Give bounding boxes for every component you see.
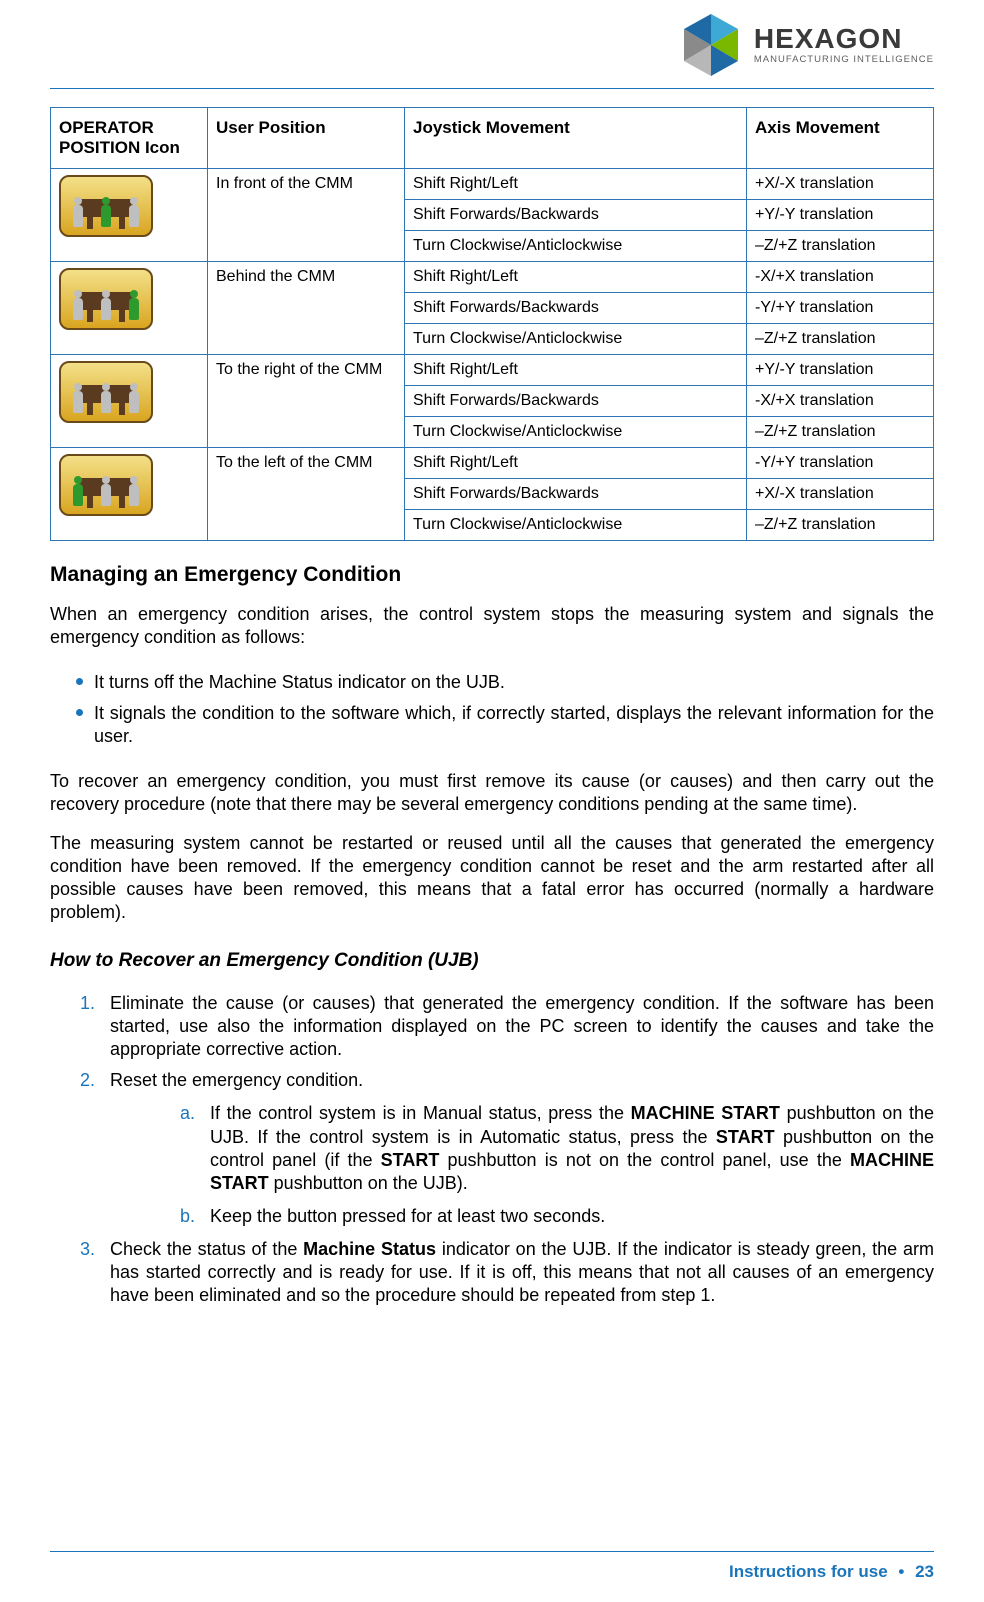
bullet-list: It turns off the Machine Status indicato… bbox=[50, 663, 934, 756]
section-title: Managing an Emergency Condition bbox=[50, 563, 934, 587]
operator-icon-cell bbox=[51, 169, 208, 262]
list-item: It signals the condition to the software… bbox=[76, 702, 934, 748]
logo-text: HEXAGON MANUFACTURING INTELLIGENCE bbox=[754, 25, 934, 65]
joystick-cell: Shift Forwards/Backwards bbox=[405, 293, 747, 324]
hexagon-logo: HEXAGON MANUFACTURING INTELLIGENCE bbox=[676, 10, 934, 80]
operator-position-icon bbox=[59, 454, 153, 516]
joystick-cell: Shift Forwards/Backwards bbox=[405, 200, 747, 231]
user-position-cell: Behind the CMM bbox=[208, 262, 405, 355]
sub-step-item: Keep the button pressed for at least two… bbox=[190, 1205, 934, 1228]
joystick-cell: Shift Forwards/Backwards bbox=[405, 479, 747, 510]
page-footer: Instructions for use • 23 bbox=[50, 1551, 934, 1582]
logo-main-text: HEXAGON bbox=[754, 25, 934, 53]
joystick-cell: Turn Clockwise/Anticlockwise bbox=[405, 510, 747, 541]
axis-cell: +X/-X translation bbox=[747, 169, 934, 200]
footer-page-number: 23 bbox=[915, 1562, 934, 1581]
user-position-cell: In front of the CMM bbox=[208, 169, 405, 262]
numbered-steps: Eliminate the cause (or causes) that gen… bbox=[50, 984, 934, 1314]
axis-cell: -X/+X translation bbox=[747, 386, 934, 417]
page-header: HEXAGON MANUFACTURING INTELLIGENCE bbox=[50, 10, 934, 89]
axis-cell: -Y/+Y translation bbox=[747, 448, 934, 479]
th-icon: OPERATOR POSITION Icon bbox=[51, 108, 208, 169]
axis-cell: +X/-X translation bbox=[747, 479, 934, 510]
th-axis: Axis Movement bbox=[747, 108, 934, 169]
operator-position-icon bbox=[59, 361, 153, 423]
body-paragraph: The measuring system cannot be restarted… bbox=[50, 832, 934, 924]
axis-cell: +Y/-Y translation bbox=[747, 355, 934, 386]
sub-steps: If the control system is in Manual statu… bbox=[110, 1102, 934, 1227]
sub-step-item: If the control system is in Manual statu… bbox=[190, 1102, 934, 1194]
user-position-cell: To the right of the CMM bbox=[208, 355, 405, 448]
step-text: Reset the emergency condition. bbox=[110, 1070, 363, 1090]
operator-icon-cell bbox=[51, 262, 208, 355]
axis-cell: -X/+X translation bbox=[747, 262, 934, 293]
th-joystick: Joystick Movement bbox=[405, 108, 747, 169]
joystick-cell: Shift Right/Left bbox=[405, 355, 747, 386]
joystick-cell: Shift Forwards/Backwards bbox=[405, 386, 747, 417]
body-paragraph: To recover an emergency condition, you m… bbox=[50, 770, 934, 816]
step-item: Eliminate the cause (or causes) that gen… bbox=[90, 992, 934, 1061]
joystick-cell: Shift Right/Left bbox=[405, 262, 747, 293]
joystick-cell: Shift Right/Left bbox=[405, 169, 747, 200]
joystick-cell: Turn Clockwise/Anticlockwise bbox=[405, 417, 747, 448]
step-item: Reset the emergency condition. If the co… bbox=[90, 1069, 934, 1227]
joystick-cell: Turn Clockwise/Anticlockwise bbox=[405, 324, 747, 355]
page: HEXAGON MANUFACTURING INTELLIGENCE OPERA… bbox=[0, 0, 984, 1602]
axis-cell: –Z/+Z translation bbox=[747, 231, 934, 262]
th-position: User Position bbox=[208, 108, 405, 169]
axis-cell: –Z/+Z translation bbox=[747, 510, 934, 541]
step-item: Check the status of the Machine Status i… bbox=[90, 1238, 934, 1307]
axis-cell: -Y/+Y translation bbox=[747, 293, 934, 324]
axis-cell: –Z/+Z translation bbox=[747, 324, 934, 355]
operator-icon-cell bbox=[51, 448, 208, 541]
subsection-title: How to Recover an Emergency Condition (U… bbox=[50, 950, 934, 972]
operator-icon-cell bbox=[51, 355, 208, 448]
intro-paragraph: When an emergency condition arises, the … bbox=[50, 603, 934, 649]
footer-label: Instructions for use bbox=[729, 1562, 888, 1581]
content-spacer bbox=[50, 1321, 934, 1551]
footer-separator-icon: • bbox=[892, 1562, 910, 1581]
joystick-cell: Shift Right/Left bbox=[405, 448, 747, 479]
operator-position-table: OPERATOR POSITION IconUser PositionJoyst… bbox=[50, 107, 934, 541]
user-position-cell: To the left of the CMM bbox=[208, 448, 405, 541]
axis-cell: +Y/-Y translation bbox=[747, 200, 934, 231]
list-item: It turns off the Machine Status indicato… bbox=[76, 671, 934, 694]
hexagon-logo-icon bbox=[676, 10, 746, 80]
operator-position-icon bbox=[59, 175, 153, 237]
joystick-cell: Turn Clockwise/Anticlockwise bbox=[405, 231, 747, 262]
logo-sub-text: MANUFACTURING INTELLIGENCE bbox=[754, 55, 934, 65]
axis-cell: –Z/+Z translation bbox=[747, 417, 934, 448]
operator-position-icon bbox=[59, 268, 153, 330]
